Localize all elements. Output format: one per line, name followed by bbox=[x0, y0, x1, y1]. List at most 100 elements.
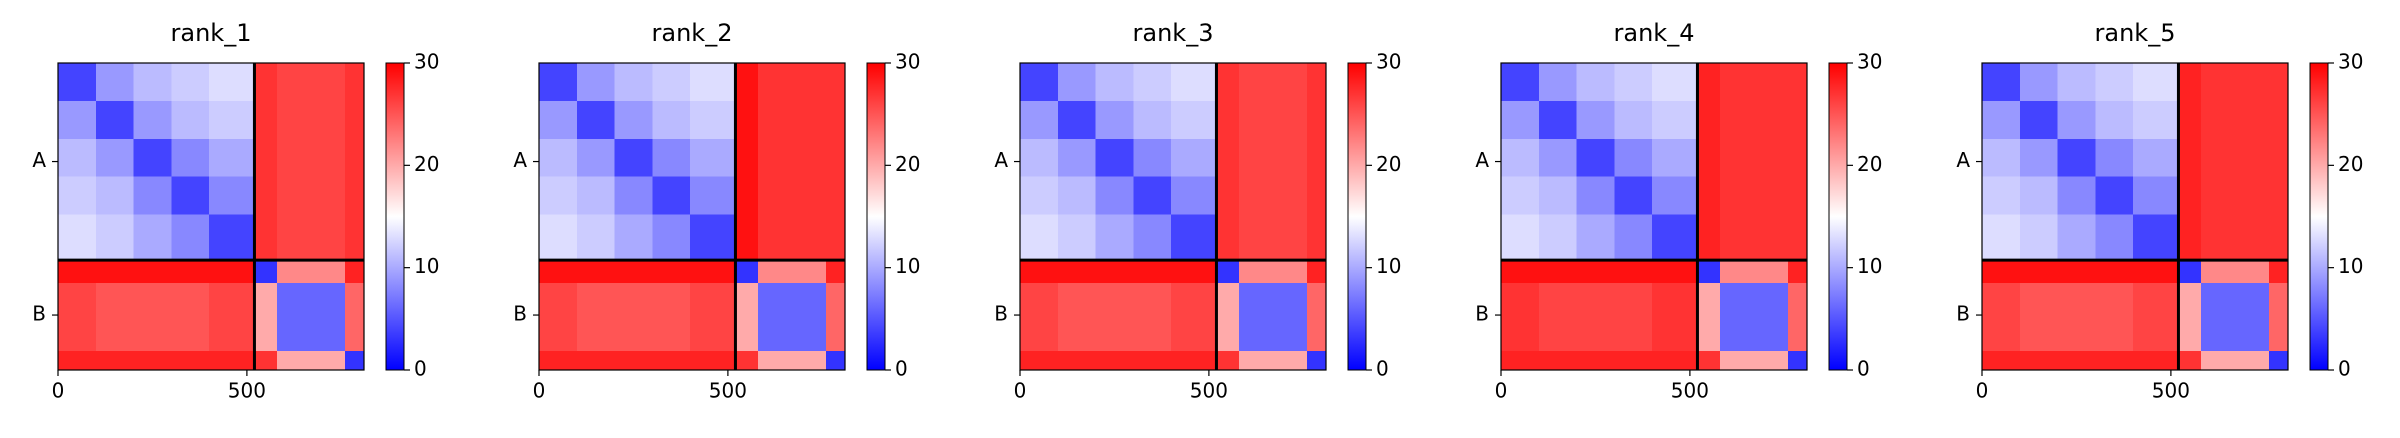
heatmap-cell bbox=[1697, 100, 1721, 139]
colorbar-tick-label: 10 bbox=[414, 254, 439, 278]
heatmap-cell bbox=[758, 282, 827, 352]
heatmap-cell bbox=[58, 351, 96, 370]
heatmap-cell bbox=[735, 260, 759, 283]
panel-title: rank_3 bbox=[1133, 19, 1214, 47]
heatmap-cell bbox=[2133, 138, 2179, 177]
heatmap-cell bbox=[1788, 100, 1807, 139]
heatmap-cell bbox=[1652, 260, 1698, 283]
x-tick-label: 500 bbox=[228, 379, 266, 403]
heatmap-cell bbox=[690, 260, 736, 283]
heatmap-cell bbox=[758, 260, 827, 283]
heatmap-cell bbox=[254, 351, 278, 370]
heatmap-cell bbox=[614, 100, 653, 139]
heatmap-cell bbox=[1538, 214, 1577, 261]
heatmap-cell bbox=[2201, 63, 2270, 101]
heatmap-cell bbox=[209, 100, 255, 139]
heatmap-cell bbox=[95, 351, 134, 370]
heatmap-cell bbox=[1020, 176, 1058, 215]
heatmap-cell bbox=[171, 138, 210, 177]
y-tick-label: A bbox=[1956, 148, 1970, 172]
heatmap-cell bbox=[735, 176, 759, 215]
heatmap-cell bbox=[2178, 351, 2202, 370]
heatmap-cell bbox=[2201, 214, 2270, 261]
heatmap-cell bbox=[95, 282, 134, 352]
panel-title: rank_1 bbox=[171, 19, 252, 47]
heatmap-cell bbox=[1576, 63, 1615, 101]
plot-frame bbox=[1019, 62, 1327, 371]
heatmap-cell bbox=[2201, 176, 2270, 215]
heatmap-cell bbox=[1095, 100, 1134, 139]
heatmap-cell bbox=[2057, 138, 2096, 177]
heatmap-cell bbox=[1133, 351, 1172, 370]
heatmap-cell bbox=[2269, 260, 2288, 283]
heatmap-cell bbox=[2269, 138, 2288, 177]
colorbar-tick-label: 0 bbox=[2338, 357, 2351, 381]
heatmap-cell bbox=[1171, 100, 1217, 139]
heatmap-cell bbox=[690, 351, 736, 370]
heatmap-cell bbox=[2269, 282, 2288, 352]
heatmap-cell bbox=[1057, 138, 1096, 177]
heatmap-cell bbox=[277, 260, 346, 283]
heatmap-cell bbox=[171, 351, 210, 370]
heatmap-cell bbox=[2133, 100, 2179, 139]
heatmap-cell bbox=[1652, 100, 1698, 139]
heatmap-cell bbox=[1720, 260, 1789, 283]
heatmap-cell bbox=[1652, 214, 1698, 261]
heatmap-cell bbox=[1020, 63, 1058, 101]
heatmap-cell bbox=[1133, 176, 1172, 215]
heatmap-cell bbox=[614, 351, 653, 370]
heatmap-cell bbox=[1982, 282, 2020, 352]
colorbar-tick-label: 30 bbox=[2338, 50, 2363, 74]
heatmap-cell bbox=[1501, 176, 1539, 215]
heatmap-cell bbox=[58, 100, 96, 139]
heatmap-cell bbox=[1239, 100, 1308, 139]
heatmap-cell bbox=[2133, 260, 2179, 283]
heatmap-cell bbox=[2133, 214, 2179, 261]
heatmap-cell bbox=[1020, 138, 1058, 177]
heatmap-cell bbox=[1614, 351, 1653, 370]
colorbar-tick-label: 10 bbox=[2338, 254, 2363, 278]
heatmap-cell bbox=[209, 351, 255, 370]
heatmap-cell bbox=[1307, 214, 1326, 261]
heatmap-cell bbox=[1057, 176, 1096, 215]
heatmap-cell bbox=[1095, 260, 1134, 283]
heatmap-cell bbox=[133, 351, 172, 370]
x-tick-label: 0 bbox=[1976, 379, 1989, 403]
heatmap-cell bbox=[1171, 63, 1217, 101]
heatmap-cell bbox=[2178, 138, 2202, 177]
colorbar-tick-label: 0 bbox=[895, 357, 908, 381]
x-tick-label: 500 bbox=[709, 379, 747, 403]
heatmap-cell bbox=[171, 63, 210, 101]
heatmap-cell bbox=[1538, 176, 1577, 215]
heatmap-cell bbox=[576, 214, 615, 261]
heatmap-cell bbox=[652, 214, 691, 261]
heatmap-cell bbox=[345, 63, 364, 101]
heatmap-cell bbox=[1614, 100, 1653, 139]
heatmap-cell bbox=[2133, 282, 2179, 352]
heatmap-cell bbox=[576, 260, 615, 283]
heatmap-cell bbox=[1133, 214, 1172, 261]
colorbar-tick-label: 10 bbox=[1857, 254, 1882, 278]
heatmap-cell bbox=[1133, 100, 1172, 139]
heatmap-cell bbox=[2095, 138, 2134, 177]
heatmap-cell bbox=[652, 260, 691, 283]
heatmap-cell bbox=[345, 176, 364, 215]
heatmap-cell bbox=[1239, 282, 1308, 352]
heatmap-cell bbox=[2201, 260, 2270, 283]
colorbar-tick-label: 0 bbox=[414, 357, 427, 381]
heatmap-cell bbox=[826, 138, 845, 177]
heatmap-cell bbox=[1788, 214, 1807, 261]
heatmap-cell bbox=[1720, 214, 1789, 261]
y-tick-label: A bbox=[513, 148, 527, 172]
heatmap-cell bbox=[735, 214, 759, 261]
heatmap-cell bbox=[735, 63, 759, 101]
heatmap-cell bbox=[1720, 176, 1789, 215]
heatmap-cell bbox=[1697, 176, 1721, 215]
heatmap-cell bbox=[2269, 351, 2288, 370]
heatmap-cell bbox=[2057, 214, 2096, 261]
heatmap-cell bbox=[1652, 138, 1698, 177]
heatmap-cell bbox=[826, 260, 845, 283]
heatmap-cell bbox=[1614, 138, 1653, 177]
heatmap-cell bbox=[652, 351, 691, 370]
